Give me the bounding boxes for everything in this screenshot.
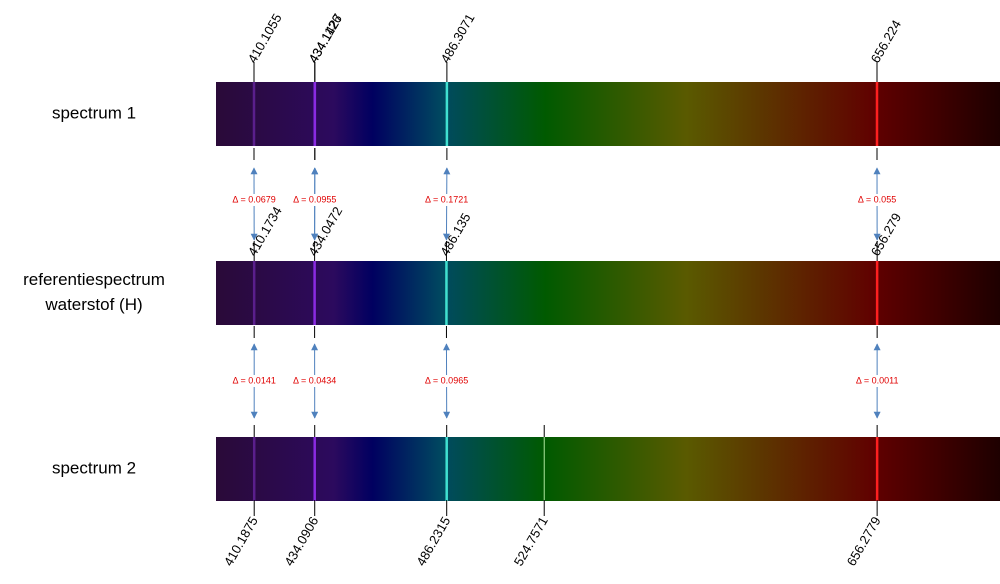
wavelength-label: 486.3071 <box>437 11 477 65</box>
wavelength-label: 524.7571 <box>511 514 551 568</box>
label-bg <box>847 375 908 387</box>
delta-label: Δ = 0.0434 <box>293 375 336 385</box>
spectrum-name: referentiespectrum <box>23 270 165 289</box>
spectrum-bar <box>216 82 1000 146</box>
wavelength-label: 656.224 <box>868 17 904 65</box>
spectrum-name: spectrum 2 <box>52 458 136 477</box>
label-bg <box>224 194 285 206</box>
delta-label: Δ = 0.055 <box>858 194 896 204</box>
spectrum-bar <box>216 261 1000 325</box>
delta-label: Δ = 0.0141 <box>233 375 276 385</box>
wavelength-label: 410.1055 <box>245 11 285 65</box>
delta-label: Δ = 0.0679 <box>232 194 275 204</box>
label-bg <box>416 375 477 387</box>
label-bg <box>416 194 477 206</box>
label-bg <box>847 194 908 206</box>
delta-label: Δ = 0.0011 <box>856 375 899 385</box>
wavelength-label: 434.0906 <box>281 514 321 568</box>
wavelength-label: 656.279 <box>868 210 904 258</box>
label-bg <box>284 194 345 206</box>
delta-label: Δ = 0.0965 <box>425 375 468 385</box>
spectrum-name: waterstof (H) <box>44 295 142 314</box>
wavelength-label: 486.135 <box>437 210 473 258</box>
spectrum-bar <box>216 437 1000 501</box>
delta-label: Δ = 0.1721 <box>425 194 468 204</box>
wavelength-label: 410.1734 <box>245 204 285 258</box>
label-bg <box>224 375 285 387</box>
wavelength-label: 410.1875 <box>221 514 261 568</box>
label-bg <box>284 375 345 387</box>
delta-label: Δ = 0.0955 <box>293 194 336 204</box>
wavelength-label: 656.2779 <box>844 514 884 568</box>
wavelength-label: 434.1427 <box>305 11 345 65</box>
spectrum-name: spectrum 1 <box>52 103 136 122</box>
wavelength-label: 434.0472 <box>305 204 345 258</box>
wavelength-label: 486.2315 <box>413 514 453 568</box>
